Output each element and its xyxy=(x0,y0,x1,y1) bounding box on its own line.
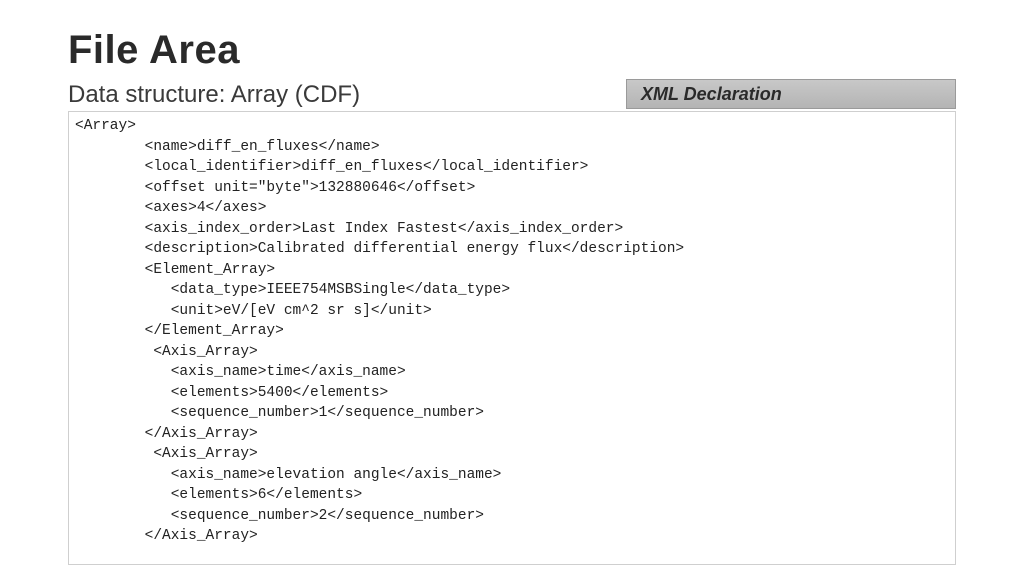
subtitle-row: Data structure: Array (CDF) XML Declarat… xyxy=(68,79,956,109)
xml-declaration-badge: XML Declaration xyxy=(626,79,956,109)
subtitle: Data structure: Array (CDF) xyxy=(68,81,626,109)
code-block: <Array> <name>diff_en_fluxes</name> <loc… xyxy=(68,111,956,565)
page-title: File Area xyxy=(68,28,956,73)
